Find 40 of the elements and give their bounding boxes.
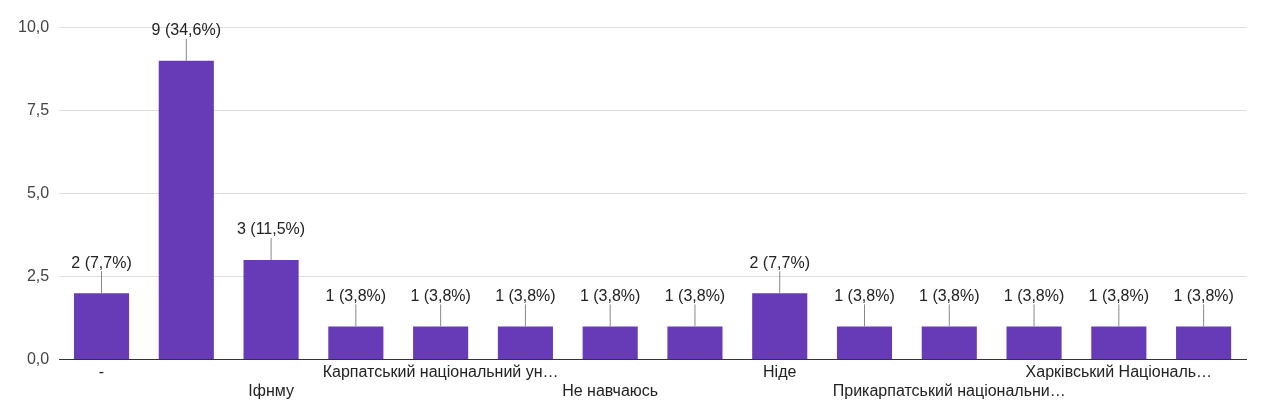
x-tick-label: Не навчаюсь bbox=[562, 381, 659, 399]
bar bbox=[73, 293, 130, 360]
bar bbox=[667, 326, 723, 360]
x-tick-label: Карпатський національний ун… bbox=[322, 362, 559, 380]
y-tick-label: 7,5 bbox=[26, 101, 50, 119]
data-label: 2 (7,7%) bbox=[749, 253, 810, 271]
bar bbox=[413, 326, 469, 360]
y-tick-label: 2,5 bbox=[26, 267, 50, 285]
bar bbox=[1091, 326, 1147, 360]
x-tick-label: Харківський Національ… bbox=[1025, 362, 1213, 380]
x-tick-label: Іфнму bbox=[248, 381, 294, 399]
data-label: 1 (3,8%) bbox=[919, 286, 980, 304]
bar bbox=[497, 326, 553, 360]
data-label: 1 (3,8%) bbox=[1003, 286, 1065, 304]
x-tick-label: Ніде bbox=[763, 362, 797, 380]
bar bbox=[328, 326, 384, 360]
bar bbox=[921, 326, 977, 360]
x-tick-label: - bbox=[98, 362, 105, 380]
data-label: 1 (3,8%) bbox=[664, 286, 726, 304]
bar bbox=[582, 326, 638, 360]
data-label: 9 (34,6%) bbox=[151, 21, 221, 39]
y-tick-label: 10,0 bbox=[18, 18, 50, 36]
data-label: 3 (11,5%) bbox=[236, 220, 306, 238]
data-label: 1 (3,8%) bbox=[1173, 286, 1234, 304]
data-label: 1 (3,8%) bbox=[325, 286, 387, 304]
y-tick-label: 0,0 bbox=[26, 350, 50, 368]
data-label: 2 (7,7%) bbox=[71, 253, 132, 271]
bar bbox=[836, 326, 893, 360]
x-tick-label: Прикарпатський національни… bbox=[832, 381, 1066, 399]
bar bbox=[243, 260, 299, 360]
data-label: 1 (3,8%) bbox=[834, 286, 895, 304]
data-label: 1 (3,8%) bbox=[495, 286, 556, 304]
bar bbox=[1176, 326, 1232, 360]
y-tick-label: 5,0 bbox=[26, 184, 50, 202]
bar bbox=[158, 60, 214, 360]
bar bbox=[752, 293, 808, 360]
bar bbox=[1006, 326, 1062, 360]
data-label: 1 (3,8%) bbox=[579, 286, 641, 304]
data-label: 1 (3,8%) bbox=[1088, 286, 1150, 304]
data-label: 1 (3,8%) bbox=[410, 286, 471, 304]
